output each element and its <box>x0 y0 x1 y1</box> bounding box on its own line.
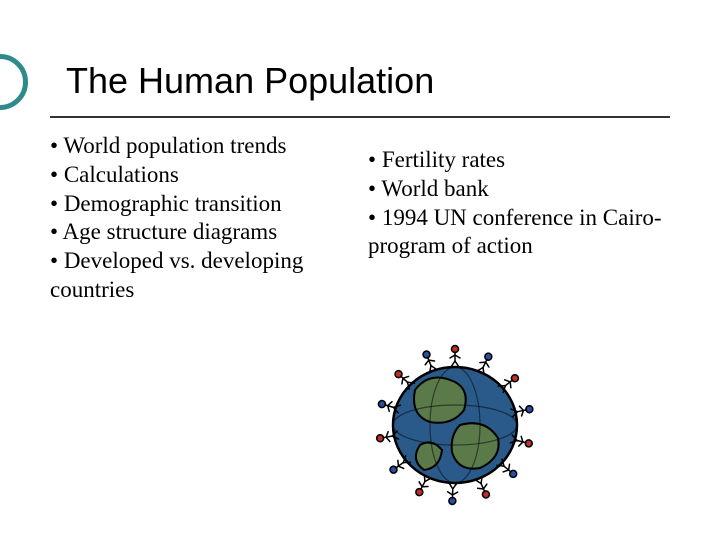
right-column: • Fertility rates • World bank • 1994 UN… <box>368 132 668 305</box>
list-item: • 1994 UN conference in Cairo- program o… <box>368 204 668 262</box>
globe-icon <box>360 330 550 510</box>
bullet-text: Calculations <box>64 162 179 187</box>
bullet-text: 1994 UN conference in Cairo- program of … <box>368 205 662 259</box>
left-column: • World population trends • Calculations… <box>50 132 350 305</box>
bullet-text: Demographic transition <box>64 191 282 216</box>
bullet-text: Fertility rates <box>382 147 505 172</box>
page-title: The Human Population <box>66 60 434 102</box>
list-item: • Fertility rates <box>368 146 668 175</box>
globe-people-image <box>360 330 550 510</box>
list-item: • Calculations <box>50 161 350 190</box>
bullet-text: World population trends <box>63 133 286 158</box>
list-item: • World population trends <box>50 132 350 161</box>
content-columns: • World population trends • Calculations… <box>50 132 680 305</box>
bullet-text: Age structure diagrams <box>63 219 278 244</box>
list-item: • Developed vs. developing countries <box>50 247 350 305</box>
list-item: • World bank <box>368 175 668 204</box>
bullet-text: World bank <box>381 176 488 201</box>
list-item: • Age structure diagrams <box>50 218 350 247</box>
decorative-circle <box>0 54 28 110</box>
title-underline <box>50 116 670 118</box>
list-item: • Demographic transition <box>50 190 350 219</box>
bullet-text: Developed vs. developing countries <box>50 248 303 302</box>
